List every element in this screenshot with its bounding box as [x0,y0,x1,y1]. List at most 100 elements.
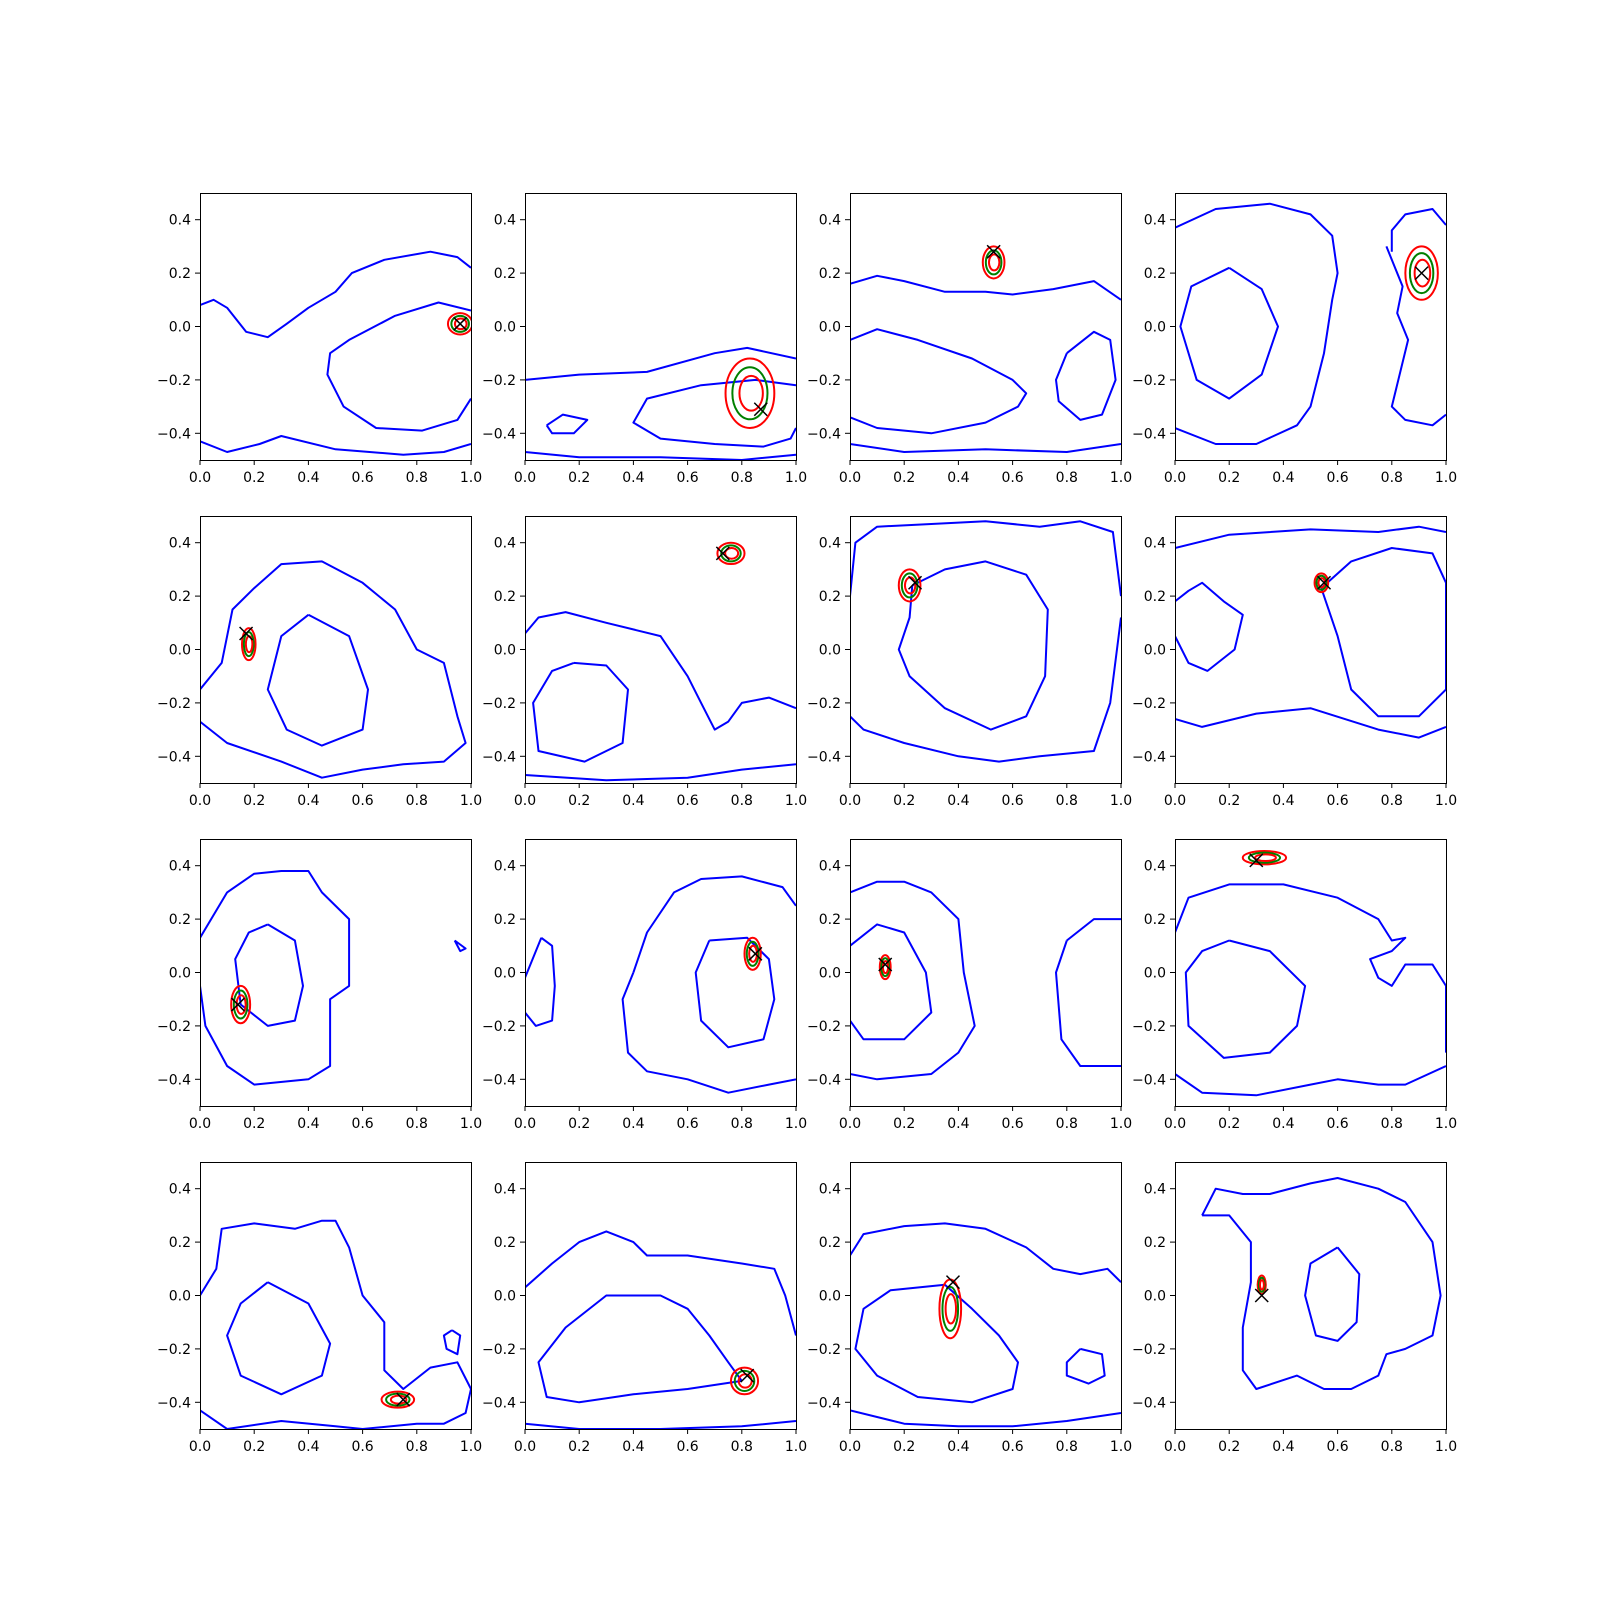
y-tick-label: 0.4 [819,536,841,552]
x-tick-label: 0.4 [622,793,644,809]
x-icon [878,957,893,972]
x-tick-label: 0.6 [351,793,373,809]
y-tick-label: −0.4 [482,1395,516,1411]
x-tick-label: 1.0 [1110,1116,1132,1132]
axes-frame [850,1162,1122,1430]
y-tick-label: −0.4 [807,1072,841,1088]
y-tick-label: −0.2 [482,1342,516,1358]
blue-contour-line [1201,1177,1442,1390]
x-icon [230,997,245,1012]
y-tick-label: 0.4 [819,213,841,229]
x-icon [239,626,254,641]
y-tick-label: 0.2 [169,589,191,605]
x-tick-label: 0.0 [189,470,211,486]
y-tick-label: 0.0 [1144,643,1166,659]
contour-panel-3: 0.0 0.2 0.4 0.6 0.8 1.0 0.4 0.2 0.0 −0.2 −0.4 [807,193,1132,486]
x-tick-label: 0.4 [1272,1439,1294,1455]
x-tick-label: 0.8 [731,470,753,486]
blue-contour-line [621,972,796,1094]
blue-contour-line [266,613,369,747]
red-contour-outer [1241,850,1288,866]
x-tick-label: 0.6 [351,470,373,486]
blue-contour-line [632,378,796,448]
y-tick-label: 0.0 [819,1289,841,1305]
x-tick-label: 0.6 [676,1116,698,1132]
blue-contour-line [525,611,796,731]
x-icon [1414,266,1429,281]
y-tick-label: −0.4 [157,1395,191,1411]
axes-frame [200,193,472,461]
x-tick-label: 0.2 [893,793,915,809]
contour-panel-14: 0.0 0.2 0.4 0.6 0.8 1.0 0.4 0.2 0.0 −0.2 −0.4 [482,1162,807,1455]
green-contour [1247,851,1282,864]
x-tick-label: 0.6 [1326,1439,1348,1455]
y-tick-label: −0.2 [1132,696,1166,712]
x-tick-label: 0.0 [839,793,861,809]
y-tick-label: 0.0 [819,643,841,659]
x-tick-label: 0.2 [243,1439,265,1455]
y-tick-label: 0.2 [819,266,841,282]
blue-contour-line [850,274,1121,301]
blue-contour-line [200,250,471,339]
x-tick-label: 1.0 [1110,793,1132,809]
blue-contour-line [1175,1065,1446,1097]
plot-area [200,250,471,456]
x-tick-label: 0.2 [243,470,265,486]
y-tick-label: 0.4 [169,536,191,552]
x-icon [908,575,923,590]
blue-contour-line [1320,547,1446,718]
blue-contour-line [532,661,629,763]
x-tick-label: 0.4 [947,1439,969,1455]
panel-grid: 0.0 0.2 0.4 0.6 0.8 1.0 0.4 0.2 0.0 −0.2 −0.4 0.0 0.… [157,193,1457,1455]
axes-frame [850,839,1122,1107]
x-tick-label: 0.2 [568,1116,590,1132]
x-tick-label: 0.6 [1001,793,1023,809]
x-tick-label: 0.6 [351,1116,373,1132]
plot-area [850,880,1121,1081]
contour-panel-16: 0.0 0.2 0.4 0.6 0.8 1.0 0.4 0.2 0.0 −0.2 −0.4 [1132,1162,1457,1455]
x-tick-label: 0.4 [1272,470,1294,486]
x-icon [1317,575,1332,590]
x-tick-label: 0.8 [1381,1116,1403,1132]
y-tick-label: 0.0 [494,1289,516,1305]
y-tick-label: 0.4 [494,536,516,552]
plot-area [525,346,796,460]
red-contour-inner [724,547,740,560]
y-tick-label: 0.2 [819,912,841,928]
blue-contour-line [226,1281,332,1396]
x-tick-label: 0.8 [1056,1439,1078,1455]
y-tick-label: −0.2 [482,696,516,712]
plot-area [1175,202,1446,445]
x-tick-label: 0.8 [1056,1116,1078,1132]
x-tick-label: 0.4 [297,793,319,809]
x-tick-label: 1.0 [460,470,482,486]
blue-contour-line [1066,918,1121,942]
y-tick-label: −0.2 [807,373,841,389]
y-tick-label: −0.2 [1132,1019,1166,1035]
green-contour [984,249,1003,276]
y-tick-label: 0.2 [1144,589,1166,605]
y-tick-label: −0.2 [157,373,191,389]
y-tick-label: −0.4 [807,426,841,442]
y-tick-label: 0.4 [494,213,516,229]
plot-area [200,560,467,779]
x-tick-label: 0.0 [514,1439,536,1455]
axes-frame [200,839,472,1107]
x-tick-label: 0.2 [893,470,915,486]
blue-contour-line [1390,208,1446,252]
blue-contour-line [234,923,304,1027]
y-tick-label: 0.2 [494,589,516,605]
blue-contour-line [1385,246,1446,427]
y-tick-label: −0.4 [1132,426,1166,442]
red-contour-outer [1313,572,1330,594]
y-tick-label: −0.4 [157,426,191,442]
x-tick-label: 1.0 [1435,1116,1457,1132]
plot-area [1201,1177,1442,1390]
x-tick-label: 0.4 [297,470,319,486]
blue-contour-line [525,346,796,381]
blue-contour-line [442,1329,462,1356]
y-tick-label: −0.4 [807,749,841,765]
y-tick-label: 0.4 [819,1182,841,1198]
y-tick-label: 0.0 [494,966,516,982]
red-contour-inner [987,253,1001,272]
